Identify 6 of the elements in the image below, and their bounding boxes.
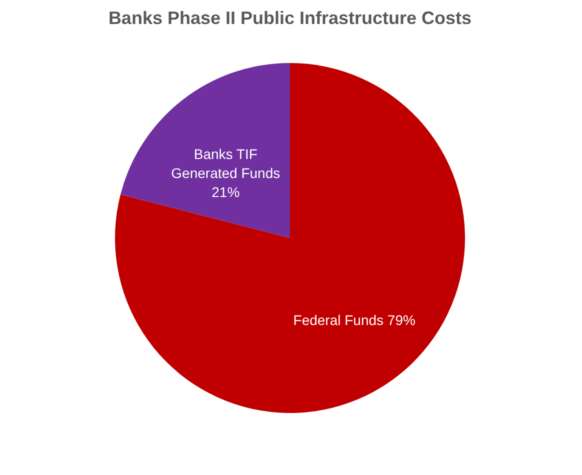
data-label: 21%	[212, 184, 240, 200]
pie-slice	[115, 63, 465, 413]
pie-slice	[120, 63, 290, 238]
chart-title: Banks Phase II Public Infrastructure Costs	[108, 8, 472, 28]
slice-label: Federal Funds 79%	[293, 312, 416, 328]
slice-label: Banks TIF Generated Funds	[171, 146, 280, 182]
